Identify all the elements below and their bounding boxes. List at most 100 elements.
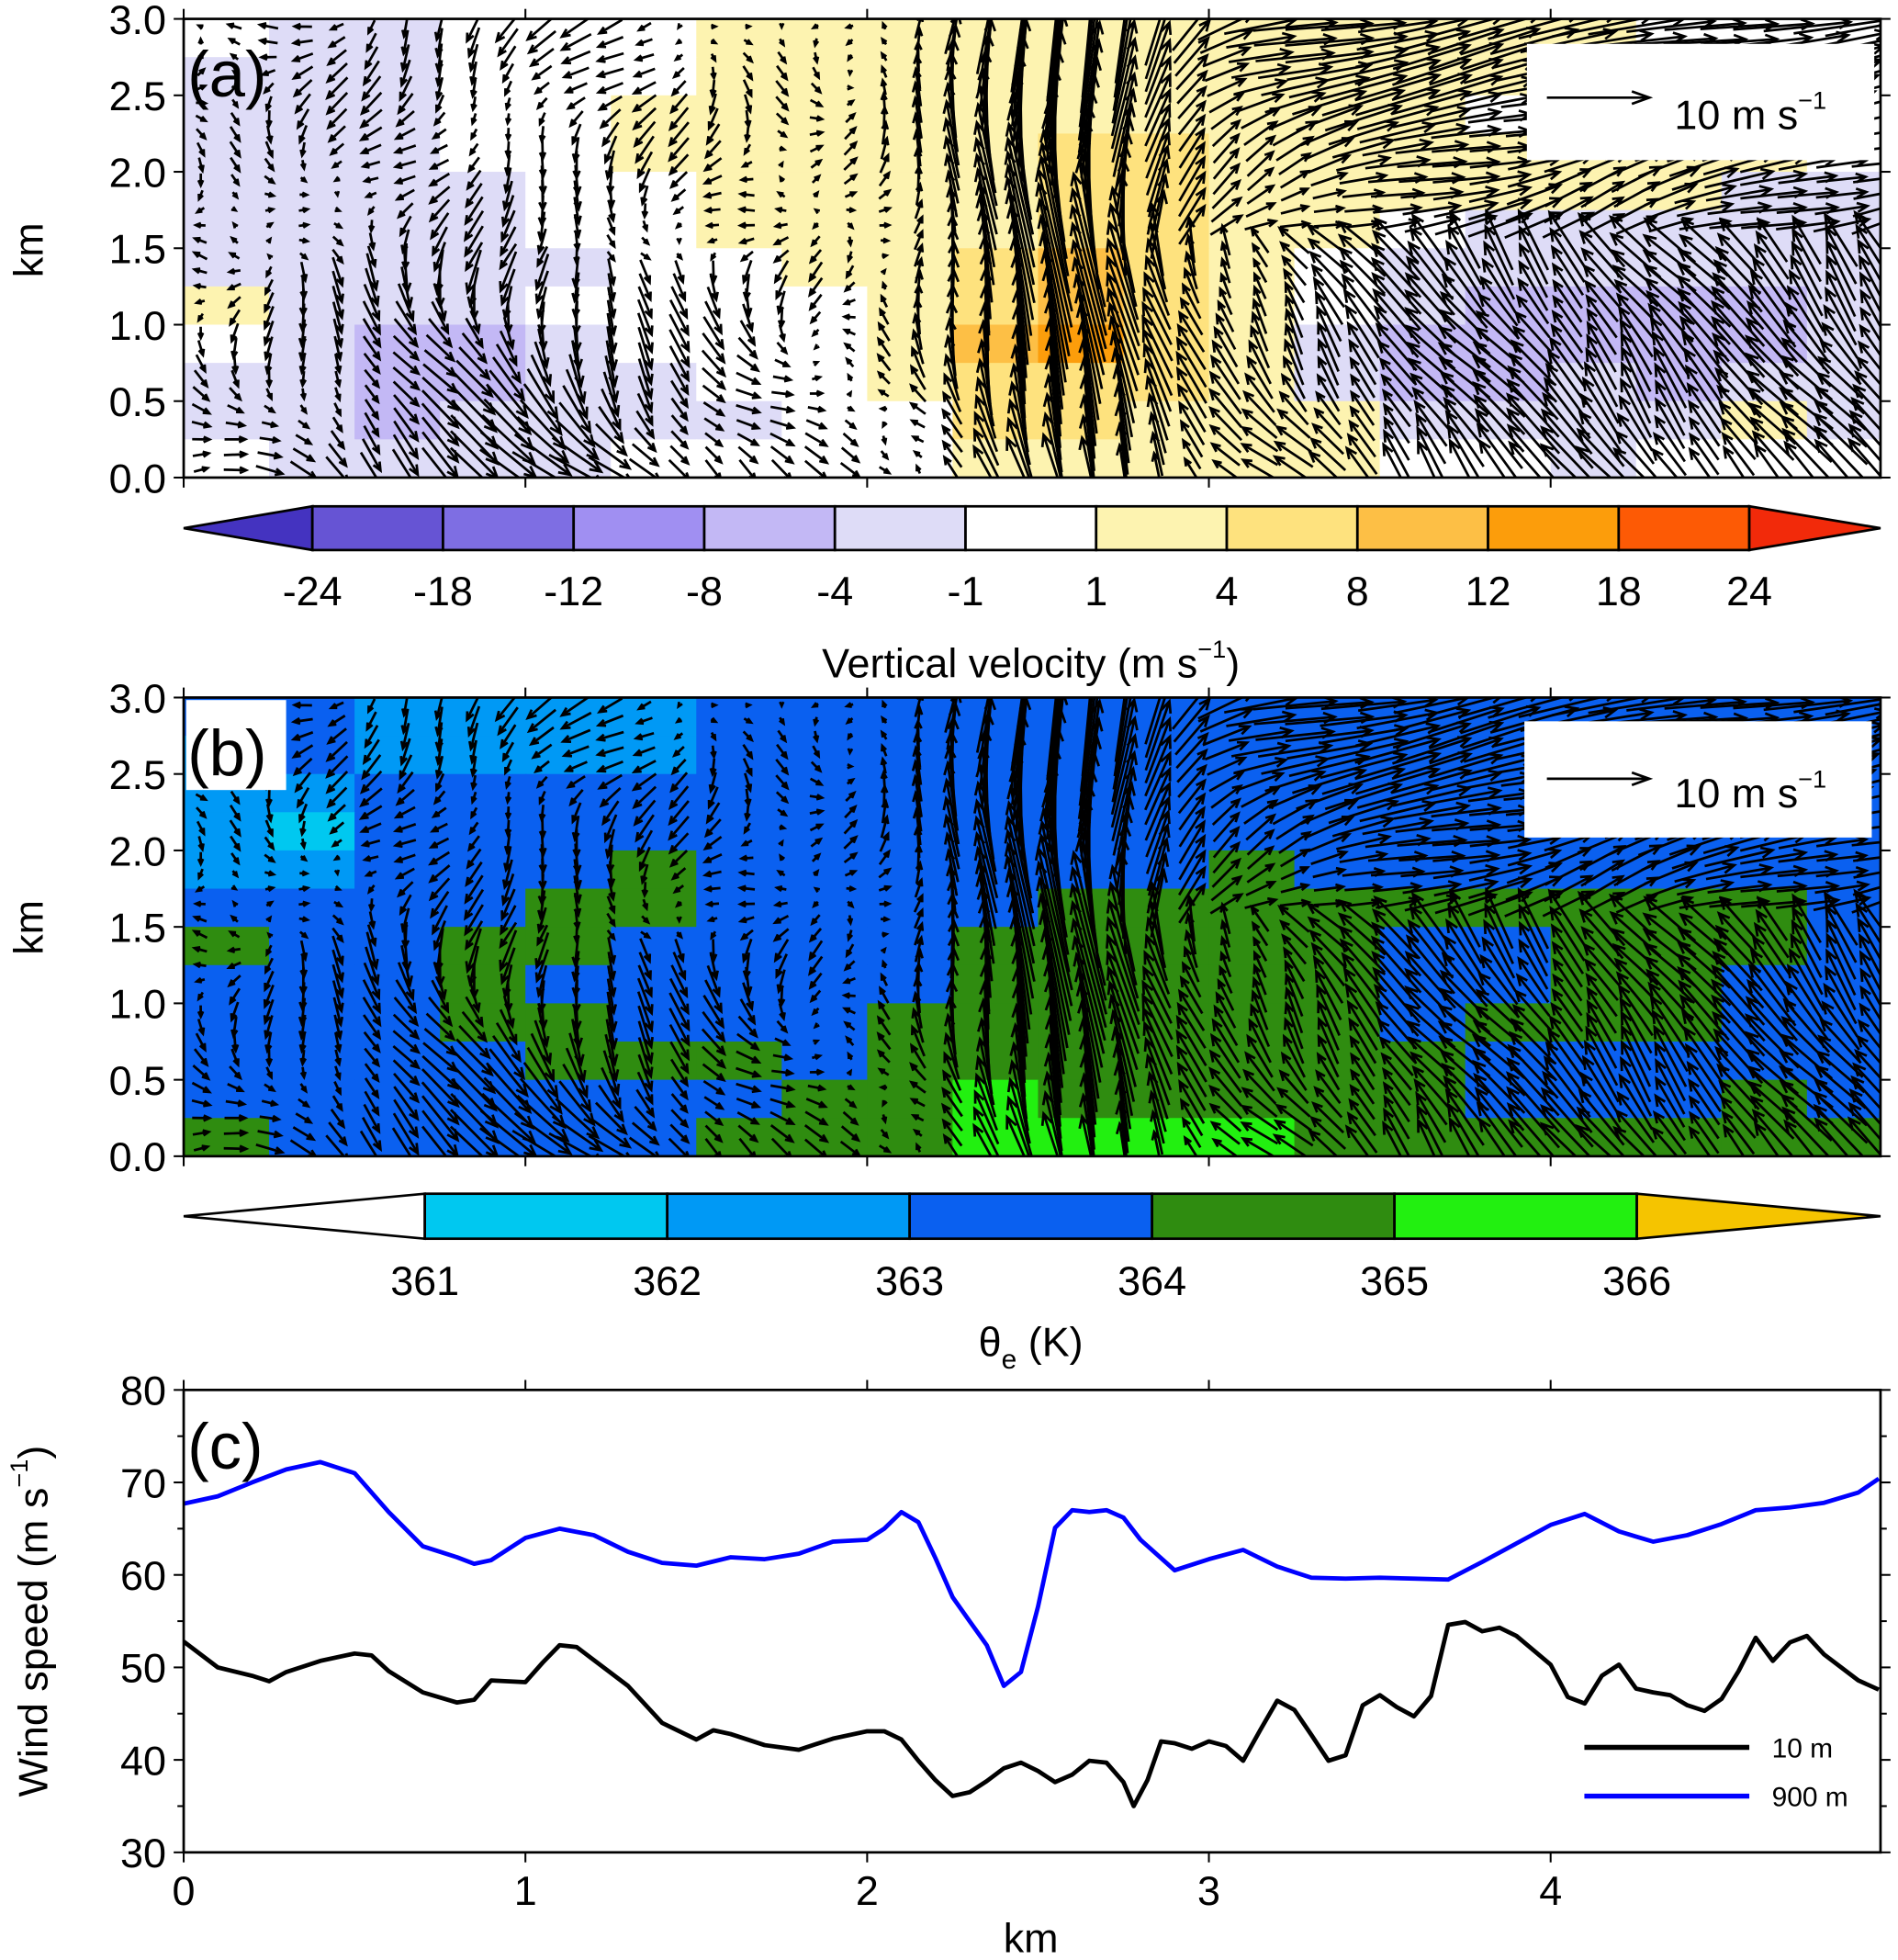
wind-vector (1044, 18, 1063, 148)
wind-vector (494, 697, 517, 723)
colorbar-upper-triangle (1747, 504, 1881, 552)
wind-vector (1676, 275, 1732, 328)
wind-vector (230, 852, 241, 866)
wind-vector (973, 1089, 1000, 1145)
wind-vector (1550, 923, 1585, 974)
wind-vector (668, 1008, 691, 1048)
wind-vector (847, 929, 854, 942)
wind-vector (1240, 425, 1279, 453)
wind-vector (709, 260, 718, 286)
wind-vector (528, 726, 555, 747)
wind-vector (392, 1044, 421, 1070)
wind-vector (881, 64, 888, 78)
wind-vector (1745, 1048, 1800, 1095)
wind-vector (1372, 230, 1421, 281)
wind-vector (558, 401, 596, 448)
wind-vector (264, 96, 273, 113)
wind-vector (668, 832, 690, 855)
wind-vector (1404, 272, 1456, 331)
wind-vector (1370, 256, 1422, 315)
wind-vector (1506, 407, 1560, 470)
wind-vector (807, 405, 827, 413)
wind-vector (334, 1065, 342, 1081)
wind-vector (223, 450, 250, 459)
wind-vector (1469, 170, 1533, 186)
y-tick-label: 0.5 (109, 378, 166, 425)
wind-vector (197, 51, 204, 62)
wind-vector (711, 702, 719, 709)
wind-vector (534, 931, 550, 970)
wind-vector (1859, 985, 1881, 1022)
wind-vector (1312, 187, 1348, 200)
wind-vector (325, 770, 349, 794)
field-cell (781, 812, 869, 852)
wind-vector (880, 51, 888, 62)
field-cell (354, 773, 442, 814)
wind-vector (599, 108, 622, 130)
wind-vector (1207, 77, 1248, 97)
wind-vector (1585, 346, 1619, 408)
colorbar-tick-label: -18 (413, 568, 473, 614)
wind-vector (571, 123, 582, 146)
wind-vector (1788, 947, 1825, 1011)
wind-vector (229, 141, 241, 159)
wind-vector (631, 94, 657, 113)
wind-vector (1413, 400, 1448, 447)
wind-vector (230, 206, 239, 212)
wind-vector (1282, 1033, 1306, 1078)
wind-vector (1279, 220, 1312, 230)
wind-vector (595, 36, 624, 49)
colorbar-box (1617, 504, 1751, 552)
wind-vector (1720, 417, 1757, 460)
wind-vector (230, 369, 240, 389)
wind-vector (1851, 840, 1881, 847)
wind-vector (1282, 355, 1306, 400)
wind-vector (710, 66, 717, 82)
wind-vector (468, 43, 479, 73)
wind-vector (327, 125, 346, 143)
wind-vector (742, 65, 754, 82)
wind-vector (1394, 697, 1470, 715)
wind-vector (1212, 811, 1241, 843)
wind-vector (1234, 756, 1289, 774)
wind-vector (1857, 917, 1881, 962)
wind-vector (1106, 220, 1140, 321)
wind-vector (1144, 254, 1171, 316)
wind-vector (1745, 352, 1800, 403)
wind-vector (844, 419, 858, 431)
wind-vector (809, 794, 825, 801)
wind-vector (807, 955, 824, 976)
wind-vector (1612, 446, 1646, 478)
wind-vector (394, 867, 415, 880)
wind-vector (1674, 862, 1737, 884)
wind-vector (1317, 321, 1340, 372)
wind-vector (230, 235, 239, 244)
wind-vector (1383, 415, 1410, 461)
wind-vector (1712, 272, 1765, 331)
wind-vector (1720, 1095, 1757, 1139)
wind-vector (1252, 284, 1267, 317)
wind-vector (363, 1031, 381, 1053)
wind-vector (334, 1049, 343, 1067)
y-tick-label: 2.5 (109, 73, 166, 119)
wind-vector (636, 977, 654, 1017)
wind-vector (560, 728, 591, 743)
wind-vector (1219, 935, 1231, 963)
wind-vector (504, 80, 513, 97)
wind-vector (1317, 1016, 1340, 1064)
y-tick-label: 2.0 (109, 149, 166, 196)
wind-vector (636, 1071, 654, 1106)
wind-vector (1546, 349, 1588, 406)
wind-vector (599, 786, 622, 808)
wind-vector (847, 763, 855, 770)
wind-vector (299, 176, 309, 184)
wind-vector (197, 868, 204, 881)
field-cell (354, 209, 442, 250)
wind-vector (1005, 867, 1035, 999)
wind-vector (1114, 697, 1127, 762)
wind-vector (265, 125, 274, 145)
wind-vector (876, 353, 892, 372)
wind-vector (1244, 896, 1279, 909)
wind-vector (1041, 1089, 1062, 1156)
wind-vector (500, 724, 517, 749)
